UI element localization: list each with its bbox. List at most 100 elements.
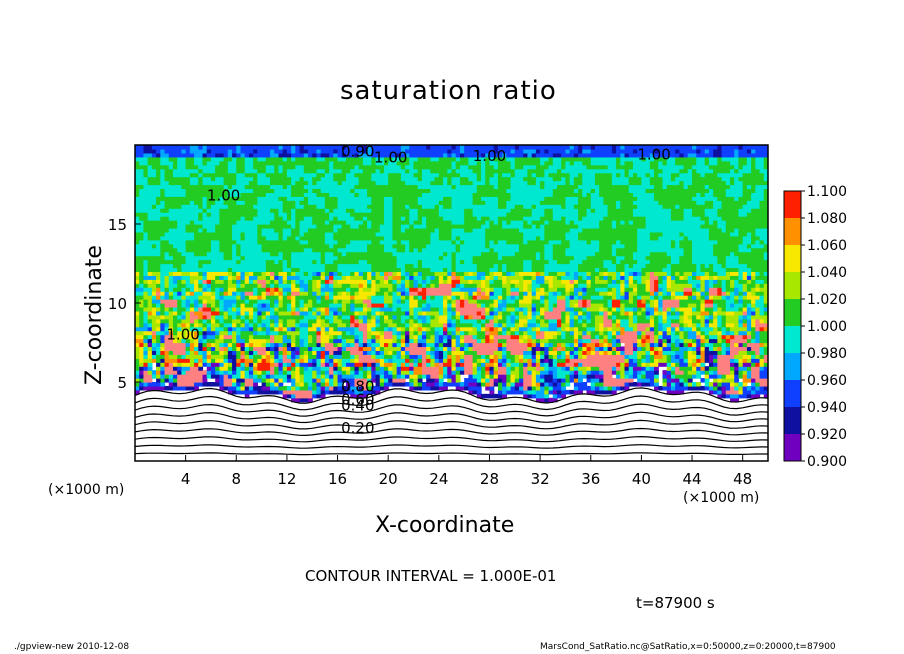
heatmap-cell [367, 279, 372, 284]
heatmap-cell [443, 342, 448, 348]
heatmap-cell [400, 318, 406, 324]
heatmap-cell [257, 160, 263, 166]
heatmap-cell [329, 208, 334, 213]
heatmap-cell [400, 366, 406, 371]
heatmap-cell [312, 152, 318, 158]
heatmap-cell [312, 299, 318, 304]
heatmap-cell [324, 196, 330, 201]
heatmap-cell [253, 389, 258, 395]
heatmap-cell [379, 314, 385, 320]
heatmap-cell [278, 330, 284, 336]
heatmap-cell [240, 251, 246, 257]
heatmap-cell [396, 334, 402, 340]
heatmap-cell [430, 204, 436, 209]
heatmap-cell [198, 362, 204, 367]
heatmap-cell [346, 239, 351, 245]
heatmap-cell [447, 259, 453, 265]
heatmap-cell [362, 152, 368, 158]
heatmap-cell [147, 271, 153, 276]
heatmap-cell [160, 176, 166, 182]
heatmap-cell [354, 334, 360, 340]
heatmap-cell [257, 354, 263, 359]
heatmap-cell [362, 378, 368, 383]
heatmap-cell [375, 224, 381, 229]
heatmap-cell [392, 156, 398, 162]
heatmap-cell [160, 295, 166, 300]
heatmap-cell [215, 299, 220, 304]
heatmap-cell [240, 374, 246, 379]
heatmap-cell [312, 259, 318, 265]
heatmap-cell [383, 255, 389, 261]
heatmap-cell [329, 231, 334, 237]
heatmap-cell [354, 287, 360, 292]
heatmap-cell [248, 275, 254, 280]
heatmap-cell [396, 299, 402, 304]
heatmap-cell [329, 156, 334, 162]
heatmap-cell [286, 287, 292, 292]
heatmap-cell [320, 334, 326, 340]
heatmap-cell [244, 287, 250, 292]
heatmap-cell [299, 220, 305, 225]
heatmap-cell [362, 145, 368, 150]
heatmap-cell [291, 393, 296, 399]
heatmap-cell [455, 326, 461, 332]
heatmap-cell [333, 267, 339, 272]
heatmap-cell [147, 259, 153, 265]
heatmap-cell [232, 378, 237, 383]
heatmap-cell [358, 358, 364, 363]
heatmap-cell [417, 283, 423, 288]
heatmap-cell [265, 322, 271, 328]
heatmap-cell [299, 184, 305, 190]
heatmap-cell [248, 271, 254, 276]
heatmap-cell [455, 338, 461, 344]
heatmap-cell [270, 342, 275, 348]
heatmap-cell [303, 224, 309, 229]
heatmap-cell [383, 362, 389, 367]
heatmap-cell [253, 247, 258, 253]
heatmap-cell [459, 267, 465, 272]
heatmap-cell [286, 251, 292, 257]
heatmap-cell [295, 180, 301, 186]
heatmap-cell [261, 299, 267, 304]
heatmap-cell [185, 299, 191, 304]
heatmap-cell [274, 330, 280, 336]
heatmap-cell [459, 239, 465, 245]
heatmap-cell [139, 148, 145, 154]
heatmap-cell [388, 216, 394, 221]
heatmap-cell [194, 366, 199, 371]
heatmap-cell [172, 247, 178, 253]
heatmap-cell [147, 188, 153, 193]
heatmap-cell [172, 152, 178, 158]
heatmap-cell [194, 299, 199, 304]
heatmap-cell [219, 160, 225, 166]
heatmap-cell [185, 172, 191, 178]
heatmap-cell [316, 291, 322, 296]
heatmap-cell [232, 192, 237, 197]
heatmap-cell [303, 227, 309, 233]
heatmap-cell [202, 350, 208, 355]
heatmap-cell [261, 295, 267, 300]
heatmap-cell [168, 148, 174, 154]
heatmap-cell [417, 180, 423, 186]
heatmap-cell [299, 393, 305, 399]
heatmap-cell [358, 350, 364, 355]
heatmap-cell [383, 152, 389, 158]
heatmap-cell [337, 358, 343, 363]
heatmap-cell [443, 326, 448, 332]
heatmap-cell [434, 346, 440, 351]
heatmap-cell [270, 287, 275, 292]
heatmap-cell [240, 188, 246, 193]
heatmap-cell [286, 358, 292, 363]
heatmap-cell [464, 271, 469, 276]
heatmap-cell [320, 393, 326, 399]
heatmap-cell [308, 287, 313, 292]
heatmap-cell [236, 378, 242, 383]
heatmap-cell [286, 283, 292, 288]
heatmap-cell [151, 330, 157, 336]
heatmap-cell [320, 220, 326, 225]
heatmap-cell [215, 362, 220, 367]
heatmap-cell [337, 188, 343, 193]
heatmap-cell [443, 196, 448, 201]
heatmap-cell [299, 303, 305, 308]
heatmap-cell [219, 184, 225, 190]
